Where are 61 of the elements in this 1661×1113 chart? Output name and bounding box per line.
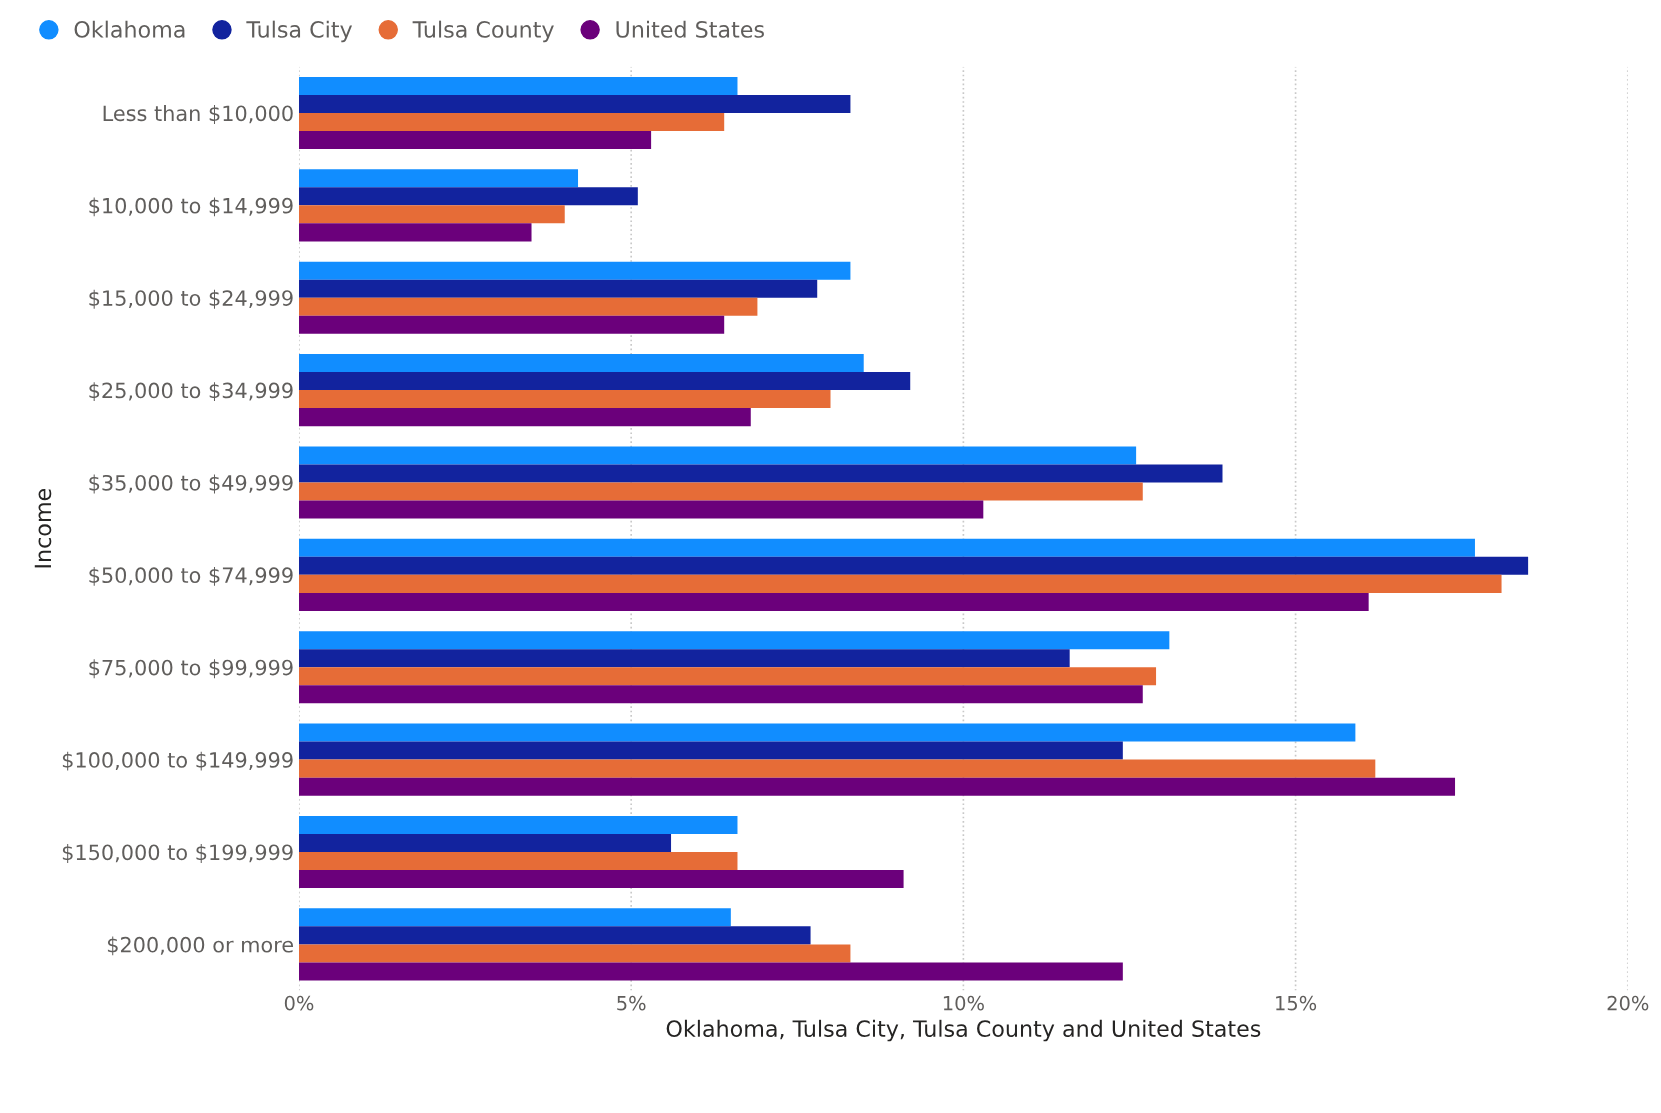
y-tick-label: $15,000 to $24,999 — [89, 289, 293, 309]
bar — [298, 446, 1137, 465]
bar — [298, 592, 1369, 611]
bar — [298, 759, 1376, 778]
bar — [298, 556, 1529, 575]
bar — [298, 852, 738, 871]
bar — [298, 223, 532, 242]
legend-label: United States — [616, 20, 764, 38]
bar — [298, 76, 738, 95]
bar — [298, 741, 1123, 760]
bar — [298, 482, 1143, 501]
y-tick-label: $50,000 to $74,999 — [89, 566, 293, 586]
bar — [298, 777, 1456, 796]
bar — [298, 169, 579, 188]
y-tick-label: $150,000 to $199,999 — [62, 844, 293, 863]
bar — [298, 815, 738, 834]
bar — [298, 279, 818, 298]
bar — [298, 538, 1475, 557]
bar — [298, 464, 1223, 483]
x-axis-title: Oklahoma, Tulsa City, Tulsa County and United States — [666, 1019, 1261, 1042]
y-tick-label: $75,000 to $99,999 — [89, 659, 293, 679]
bar — [298, 315, 725, 334]
y-tick-label: $25,000 to $34,999 — [89, 382, 293, 402]
y-tick-label: $100,000 to $149,999 — [62, 751, 293, 771]
bar — [298, 261, 851, 280]
bar — [298, 908, 731, 927]
y-tick-label: $10,000 to $14,999 — [89, 197, 293, 217]
bar — [298, 870, 904, 889]
bar — [298, 94, 851, 113]
bar — [298, 372, 911, 391]
bar — [298, 962, 1123, 981]
bar — [298, 833, 672, 852]
legend-label: Oklahoma — [74, 20, 185, 38]
x-tick-label: 15% — [1276, 995, 1317, 1011]
bar — [298, 574, 1502, 593]
bar — [298, 112, 725, 131]
bar — [298, 944, 851, 963]
bar — [298, 297, 758, 316]
bar — [298, 631, 1170, 650]
bar — [298, 205, 565, 224]
bar — [298, 390, 831, 409]
legend-label: Tulsa County — [412, 20, 554, 43]
bar — [298, 130, 652, 149]
x-tick-label: 20% — [1607, 995, 1649, 1011]
legend-label: Tulsa City — [246, 20, 353, 43]
bar — [298, 408, 751, 427]
bar — [298, 500, 984, 519]
bar — [298, 685, 1143, 704]
x-tick-label: 0% — [284, 995, 314, 1011]
bar — [298, 187, 638, 206]
bar — [298, 354, 864, 373]
bar — [298, 649, 1070, 668]
bar — [298, 926, 811, 945]
bar — [298, 667, 1157, 686]
y-tick-label: Less than $10,000 — [103, 105, 293, 124]
bar — [298, 723, 1356, 742]
y-axis-title: Income — [34, 488, 52, 568]
x-tick-label: 10% — [943, 995, 984, 1011]
y-tick-label: $200,000 or more — [107, 936, 294, 956]
y-tick-label: $35,000 to $49,999 — [89, 474, 293, 494]
x-tick-label: 5% — [617, 995, 646, 1011]
